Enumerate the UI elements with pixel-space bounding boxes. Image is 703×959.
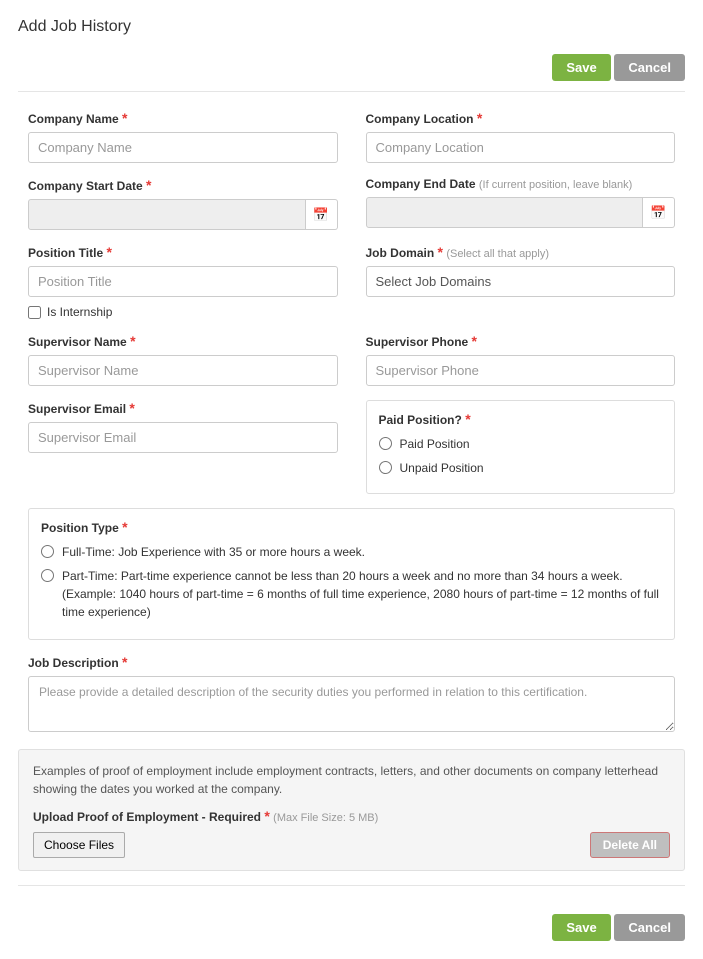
position-type-label: Position Type * (41, 519, 662, 535)
top-actions: Save Cancel (18, 54, 685, 81)
cancel-button[interactable]: Cancel (614, 54, 685, 81)
company-location-input[interactable] (366, 132, 676, 163)
page-title: Add Job History (18, 18, 685, 36)
required-marker: * (146, 177, 151, 193)
required-marker: * (477, 110, 482, 126)
job-domain-label: Job Domain * (Select all that apply) (366, 244, 676, 260)
company-location-label: Company Location * (366, 110, 676, 126)
upload-title: Upload Proof of Employment - Required (33, 810, 261, 824)
required-marker: * (472, 333, 477, 349)
position-type-box: Position Type * Full-Time: Job Experienc… (28, 508, 675, 640)
supervisor-name-input[interactable] (28, 355, 338, 386)
position-type-radio-full[interactable] (41, 545, 54, 558)
upload-box: Examples of proof of employment include … (18, 749, 685, 871)
position-type-option-part: Part-Time: Part-time experience cannot b… (62, 567, 662, 621)
save-button[interactable]: Save (552, 54, 610, 81)
calendar-icon: 📅 (650, 205, 666, 221)
required-marker: * (129, 400, 134, 416)
job-domain-select[interactable]: Select Job Domains (366, 266, 676, 297)
paid-position-radio-unpaid[interactable] (379, 461, 392, 474)
required-marker: * (122, 519, 127, 535)
required-marker: * (106, 244, 111, 260)
is-internship-checkbox[interactable] (28, 306, 41, 319)
company-start-input[interactable] (28, 199, 306, 230)
divider (18, 885, 685, 886)
required-marker: * (465, 411, 470, 427)
required-marker: * (130, 333, 135, 349)
paid-position-radio-paid[interactable] (379, 437, 392, 450)
company-name-input[interactable] (28, 132, 338, 163)
calendar-icon: 📅 (313, 207, 329, 223)
position-title-label: Position Title * (28, 244, 338, 260)
supervisor-email-label: Supervisor Email * (28, 400, 338, 416)
position-title-input[interactable] (28, 266, 338, 297)
supervisor-name-label: Supervisor Name * (28, 333, 338, 349)
company-start-label: Company Start Date * (28, 177, 338, 193)
company-end-calendar-button[interactable]: 📅 (643, 197, 675, 228)
upload-hint: (Max File Size: 5 MB) (273, 812, 378, 824)
company-end-input[interactable] (366, 197, 644, 228)
delete-all-button[interactable]: Delete All (590, 832, 670, 858)
paid-position-option-paid: Paid Position (400, 435, 470, 453)
job-description-label: Job Description * (28, 654, 675, 670)
company-start-calendar-button[interactable]: 📅 (306, 199, 338, 230)
paid-position-label: Paid Position? * (379, 411, 663, 427)
paid-position-option-unpaid: Unpaid Position (400, 459, 484, 477)
company-end-hint: (If current position, leave blank) (479, 179, 632, 191)
divider (18, 91, 685, 92)
position-type-option-full: Full-Time: Job Experience with 35 or mor… (62, 543, 365, 561)
company-name-label: Company Name * (28, 110, 338, 126)
job-domain-hint: (Select all that apply) (446, 248, 549, 260)
company-end-label: Company End Date (If current position, l… (366, 177, 676, 191)
bottom-actions: Save Cancel (18, 914, 685, 941)
cancel-button-bottom[interactable]: Cancel (614, 914, 685, 941)
save-button-bottom[interactable]: Save (552, 914, 610, 941)
supervisor-email-input[interactable] (28, 422, 338, 453)
position-type-radio-part[interactable] (41, 569, 54, 582)
paid-position-box: Paid Position? * Paid Position Unpaid Po… (366, 400, 676, 494)
job-description-textarea[interactable] (28, 676, 675, 732)
required-marker: * (122, 654, 127, 670)
supervisor-phone-label: Supervisor Phone * (366, 333, 676, 349)
is-internship-label: Is Internship (47, 305, 112, 319)
required-marker: * (122, 110, 127, 126)
required-marker: * (264, 808, 269, 824)
supervisor-phone-input[interactable] (366, 355, 676, 386)
upload-description: Examples of proof of employment include … (33, 762, 670, 798)
required-marker: * (438, 244, 443, 260)
choose-files-button[interactable]: Choose Files (33, 832, 125, 858)
